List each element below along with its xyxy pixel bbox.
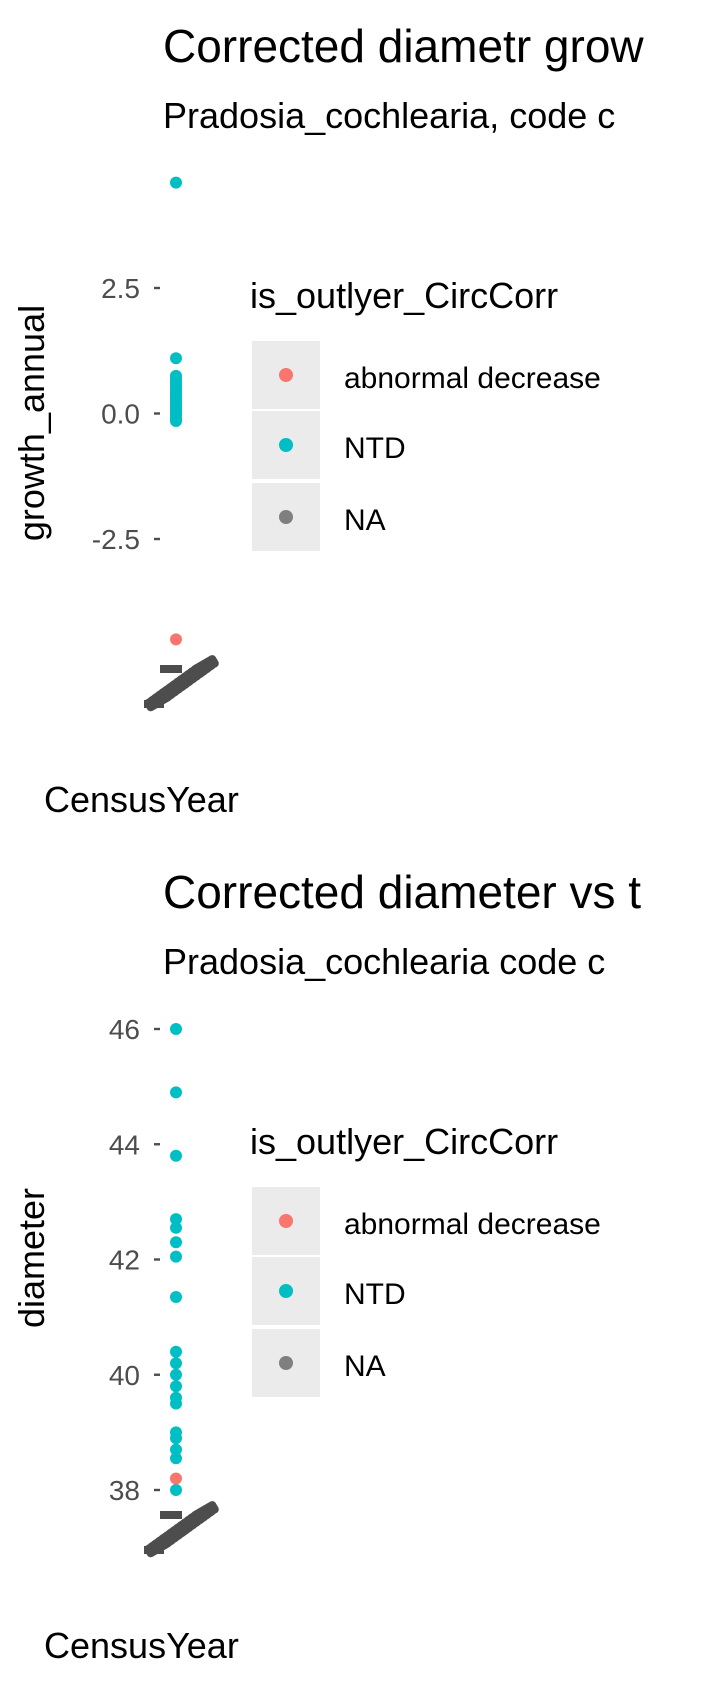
x-tick-smudge xyxy=(160,1511,182,1519)
y-tick-label: 38 xyxy=(109,1475,140,1506)
diameter-chart: Corrected diameter vs t Pradosia_cochlea… xyxy=(11,866,641,1666)
chart-title: Corrected diametr grow xyxy=(163,20,644,72)
data-point-NTD xyxy=(170,1023,182,1035)
legend-dot-na xyxy=(279,1356,293,1370)
data-point-NTD xyxy=(170,1380,182,1393)
data-point-NTD xyxy=(170,1484,182,1496)
data-point-NTD xyxy=(170,1250,182,1263)
legend-label-abnormal-decrease: abnormal decrease xyxy=(344,1208,601,1241)
data-point-NTD xyxy=(170,1357,182,1370)
y-tick-label: 40 xyxy=(109,1360,140,1391)
data-point-NTD xyxy=(170,1368,182,1381)
x-tick-smudge xyxy=(144,1546,164,1554)
data-point-NTD xyxy=(170,374,182,387)
y-axis-title: growth_annual xyxy=(11,305,52,541)
y-axis: 2.5 0.0 -2.5 xyxy=(92,273,160,555)
legend-label-ntd: NTD xyxy=(344,432,406,465)
data-point-NTD xyxy=(170,1149,182,1162)
x-tick-labels-overlapping xyxy=(144,655,219,712)
y-tick-label: 44 xyxy=(109,1129,140,1160)
legend-label-na: NA xyxy=(344,504,386,537)
legend-dot-ntd xyxy=(279,438,293,452)
legend-label-na: NA xyxy=(344,1350,386,1383)
data-point-NTD xyxy=(170,176,182,189)
data-point-NTD xyxy=(170,1452,182,1465)
x-tick-smudge xyxy=(144,700,164,708)
x-tick-smudge xyxy=(160,665,182,673)
growth-chart-panel: Corrected diametr grow Pradosia_cochlear… xyxy=(0,0,728,846)
y-tick-label: 0.0 xyxy=(101,399,140,430)
data-point-abnormal-decrease xyxy=(170,1472,182,1485)
legend-dot-ntd xyxy=(279,1284,293,1298)
data-point-NTD xyxy=(170,1432,182,1445)
data-point-NTD xyxy=(170,1290,182,1303)
data-point-NTD xyxy=(170,415,182,428)
legend-label-ntd: NTD xyxy=(344,1278,406,1311)
data-point-NTD xyxy=(170,1397,182,1410)
chart-title: Corrected diameter vs t xyxy=(163,866,641,918)
y-tick-label: 2.5 xyxy=(101,273,140,304)
data-point-NTD xyxy=(170,352,182,365)
x-tick-labels-overlapping xyxy=(144,1501,219,1558)
data-point-NTD xyxy=(170,1345,182,1358)
y-tick-label: 42 xyxy=(109,1245,140,1276)
y-axis-title: diameter xyxy=(11,1188,52,1328)
legend: is_outlyer_CircCorr abnormal decrease NT… xyxy=(250,275,601,551)
x-tick-smudge xyxy=(190,1501,219,1524)
data-point-NTD xyxy=(170,1086,182,1099)
data-point-NTD xyxy=(170,1213,182,1226)
legend-dot-na xyxy=(279,510,293,524)
data-points xyxy=(170,176,182,646)
chart-subtitle: Pradosia_cochlearia code c xyxy=(163,941,605,982)
data-point-abnormal-decrease xyxy=(170,633,182,646)
data-points xyxy=(170,1023,182,1496)
data-point-NTD xyxy=(170,1221,182,1234)
data-point-NTD xyxy=(170,1236,182,1249)
legend-label-abnormal-decrease: abnormal decrease xyxy=(344,362,601,395)
legend-title: is_outlyer_CircCorr xyxy=(250,275,558,316)
x-axis-title: CensusYear xyxy=(44,1625,239,1666)
legend-dot-abnormal-decrease xyxy=(279,1214,293,1228)
y-axis: 46 44 42 40 38 xyxy=(109,1014,160,1506)
diameter-chart-panel: Corrected diameter vs t Pradosia_cochlea… xyxy=(0,846,728,1693)
legend: is_outlyer_CircCorr abnormal decrease NT… xyxy=(250,1121,601,1397)
growth-chart: Corrected diametr grow Pradosia_cochlear… xyxy=(11,20,644,820)
y-tick-label: -2.5 xyxy=(92,524,140,555)
legend-title: is_outlyer_CircCorr xyxy=(250,1121,558,1162)
y-tick-label: 46 xyxy=(109,1014,140,1045)
legend-dot-abnormal-decrease xyxy=(279,368,293,382)
data-point-NTD xyxy=(170,1443,182,1456)
data-point-NTD xyxy=(170,392,182,405)
x-tick-smudge xyxy=(190,655,219,678)
chart-subtitle: Pradosia_cochlearia, code c xyxy=(163,95,615,136)
x-axis-title: CensusYear xyxy=(44,779,239,820)
